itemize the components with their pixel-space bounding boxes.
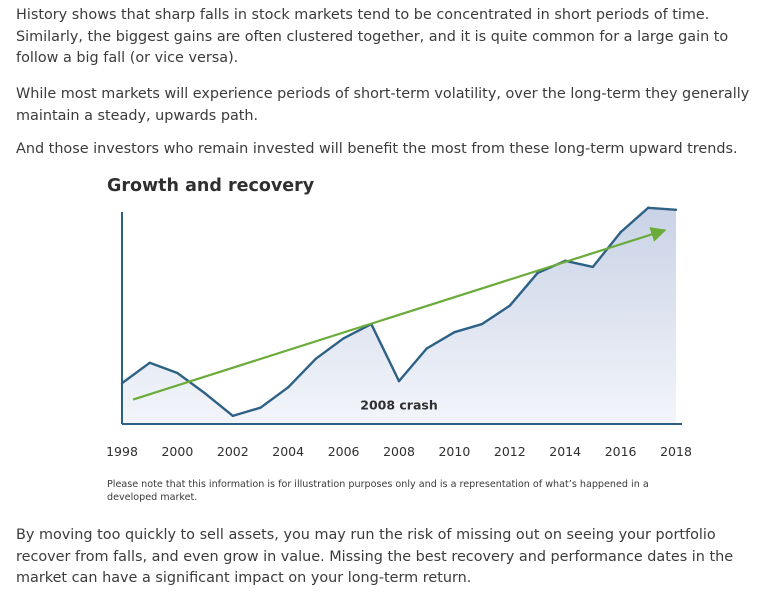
market-point-2006: [342, 337, 345, 340]
market-point-2018: [674, 208, 678, 211]
market-point-2003: [259, 406, 262, 409]
market-point-2010: [453, 331, 456, 334]
x-tick-label-2014: 2014: [549, 444, 581, 459]
disclaimer-note: Please note that this information is for…: [107, 479, 649, 503]
closing-paragraph: By moving too quickly to sell assets, yo…: [16, 527, 734, 587]
trend-arrow: [132, 227, 667, 401]
market-point-2015: [591, 265, 595, 269]
market-point-1999: [148, 361, 151, 364]
x-tick-label-2018: 2018: [660, 444, 692, 459]
market-point-2017: [647, 206, 650, 209]
market-point-2004: [287, 386, 290, 389]
market-point-2005: [314, 357, 318, 360]
market-point-2012: [508, 304, 511, 307]
x-tick-label-2000: 2000: [161, 444, 193, 459]
volatility-paragraph: While most markets will experience perio…: [16, 86, 750, 124]
market-point-2009: [425, 347, 428, 350]
chart-title: Growth and recovery: [107, 176, 315, 196]
intro-paragraph: History shows that sharp falls in stock …: [16, 7, 729, 67]
market-point-2008: [397, 379, 401, 383]
x-tick-label-2006: 2006: [328, 444, 360, 459]
market-point-2011: [480, 322, 484, 326]
x-tick-label-1998: 1998: [106, 444, 138, 459]
market-point-2000: [176, 371, 179, 375]
x-tick-label-2002: 2002: [217, 444, 249, 459]
x-tick-label-2008: 2008: [383, 444, 415, 459]
market-area-fill: [122, 207, 676, 424]
market-point-2016: [619, 231, 622, 234]
market-point-2002: [231, 414, 234, 418]
market-point-2013: [536, 271, 539, 275]
annotation-label-0: 2008 crash: [360, 397, 438, 412]
x-tick-label-2012: 2012: [494, 444, 526, 459]
x-tick-label-2004: 2004: [272, 444, 304, 459]
market-point-2001: [203, 392, 207, 395]
investors-paragraph: And those investors who remain invested …: [16, 141, 738, 157]
x-tick-label-2010: 2010: [438, 444, 470, 459]
x-tick-label-2016: 2016: [605, 444, 637, 459]
